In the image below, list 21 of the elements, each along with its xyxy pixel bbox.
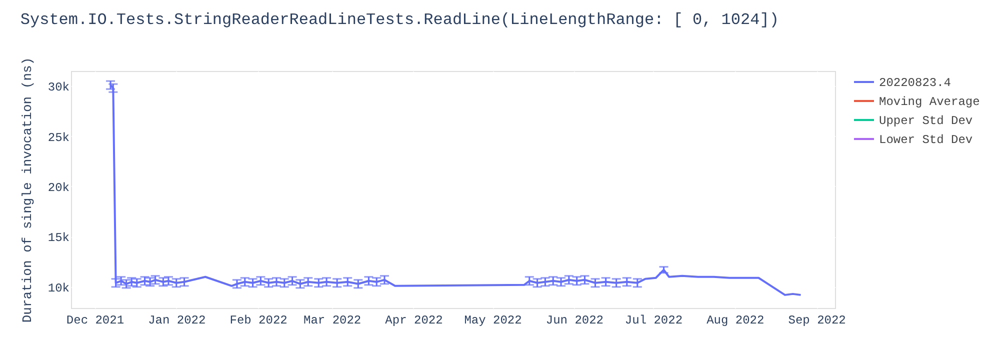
y-tick-label: 15k (48, 231, 70, 246)
legend-label: Lower Std Dev (879, 133, 973, 147)
x-tick-label: Jan 2022 (148, 314, 206, 328)
x-tick-label: Jul 2022 (624, 314, 683, 328)
chart-title: System.IO.Tests.StringReaderReadLineTests.ReadLine(LineLengthRange: [ 0, 1024]) (20, 10, 779, 29)
x-tick-label: Sep 2022 (788, 314, 846, 328)
x-tick-label: Mar 2022 (304, 314, 362, 328)
legend-label: Moving Average (879, 95, 980, 109)
x-tick-label: Jun 2022 (546, 314, 604, 328)
legend-label: Upper Std Dev (879, 114, 973, 128)
x-tick-label: Feb 2022 (230, 314, 288, 328)
y-axis-title: Duration of single invocation (ns) (20, 57, 35, 323)
x-tick-label: Dec 2021 (66, 314, 124, 328)
legend-label: 20220823.4 (879, 76, 952, 90)
y-tick-label: 10k (48, 281, 70, 296)
y-tick-label: 25k (48, 130, 70, 145)
y-tick-label: 20k (48, 180, 70, 195)
y-tick-label: 30k (48, 80, 70, 95)
x-tick-label: Apr 2022 (385, 314, 443, 328)
x-tick-label: May 2022 (464, 314, 522, 328)
x-tick-label: Aug 2022 (706, 314, 764, 328)
